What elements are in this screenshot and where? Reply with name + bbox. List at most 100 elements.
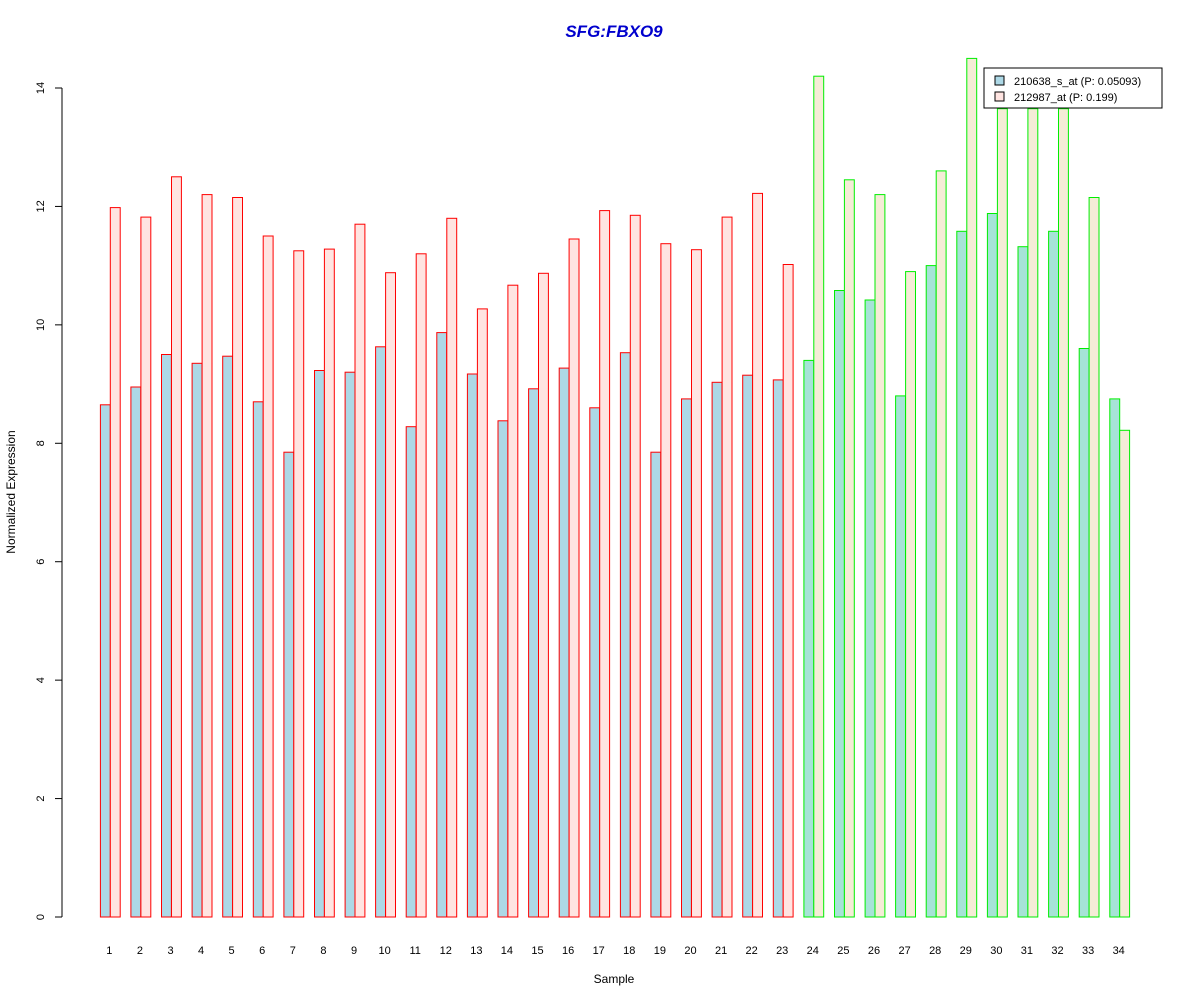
x-tick-label: 6 [259,945,265,957]
y-tick-label: 4 [35,677,47,683]
x-tick-label: 33 [1082,945,1094,957]
legend-swatch-series-1 [994,75,1005,86]
bars-layer [99,57,1131,918]
legend-swatch-series-2 [994,91,1005,102]
x-tick-label: 15 [531,945,543,957]
bar-series-1-sample-9 [344,371,356,918]
x-tick-label: 29 [960,945,972,957]
bar-series-1-sample-22 [742,374,754,918]
bar-series-1-sample-31 [1017,246,1029,918]
y-tick-label: 6 [35,559,47,565]
bar-series-1-sample-11 [405,426,417,918]
x-tick-label: 7 [290,945,296,957]
bar-series-2-sample-13 [476,308,488,918]
bar-series-1-sample-30 [986,213,998,918]
bar-series-1-sample-23 [772,379,784,918]
bar-series-2-sample-32 [1058,108,1069,918]
legend-frame [983,67,1163,109]
bar-series-2-sample-9 [354,223,366,918]
x-tick-label: 9 [351,945,357,957]
y-tick-label: 0 [35,914,47,920]
bar-series-2-sample-20 [691,249,702,918]
bar-series-1-sample-2 [130,386,142,918]
bar-series-2-sample-16 [568,238,580,918]
x-tick-label: 28 [929,945,941,957]
x-axis-label: Sample [594,972,635,986]
bar-series-1-sample-27 [895,395,906,918]
x-tick-label: 34 [1113,945,1125,957]
y-axis: 0 2 4 6 8 10 12 14 [35,82,63,920]
bar-series-2-sample-14 [507,284,519,918]
x-tick-label: 27 [898,945,910,957]
bar-series-1-sample-29 [956,230,968,918]
bar-series-1-sample-6 [252,401,264,918]
bar-series-2-sample-6 [262,235,274,918]
bar-series-2-sample-26 [874,194,886,918]
bar-series-2-sample-21 [721,216,733,918]
bar-series-1-sample-5 [222,355,234,918]
bar-series-2-sample-25 [843,179,855,918]
bar-series-2-sample-18 [629,214,641,918]
legend: 210638_s_at (P: 0.05093) 212987_at (P: 0… [983,67,1163,109]
x-tick-label: 26 [868,945,880,957]
bar-series-2-sample-29 [966,57,978,918]
x-tick-label: 5 [229,945,235,957]
bar-series-2-sample-27 [905,271,916,918]
y-tick-label: 14 [35,82,47,94]
bar-series-1-sample-33 [1078,348,1090,918]
legend-label-series-1: 210638_s_at (P: 0.05093) [1014,76,1141,88]
bar-series-2-sample-34 [1119,429,1131,918]
bar-series-2-sample-3 [171,176,182,918]
bar-series-2-sample-23 [782,264,794,918]
x-tick-label: 32 [1051,945,1063,957]
bar-series-2-sample-30 [996,108,1008,918]
bar-series-1-sample-21 [711,381,723,918]
x-tick-label: 19 [654,945,666,957]
bar-series-1-sample-24 [803,359,815,918]
bar-series-1-sample-19 [650,451,662,918]
x-axis-tick-labels: 1 2 3 4 5 6 7 8 9 10 11 12 13 14 15 16 17 18 19 20 21 22 23 24 2… [106,945,1125,957]
bar-series-2-sample-19 [660,243,672,918]
chart-title: SFG:FBXO9 [565,22,663,41]
bar-series-2-sample-22 [752,192,763,918]
bar-series-1-sample-12 [436,332,448,918]
bar-series-1-sample-20 [681,398,692,918]
bar-series-2-sample-8 [323,248,335,918]
x-tick-label: 20 [684,945,696,957]
bar-series-1-sample-10 [375,346,387,918]
x-tick-label: 4 [198,945,204,957]
bar-series-1-sample-16 [558,367,570,918]
x-tick-label: 16 [562,945,574,957]
x-tick-label: 18 [623,945,635,957]
bar-series-2-sample-10 [385,272,397,918]
x-tick-label: 11 [409,945,420,957]
bar-series-2-sample-24 [813,75,825,918]
x-tick-label: 12 [440,945,452,957]
bar-series-1-sample-17 [589,407,601,918]
y-tick-label: 8 [35,440,47,446]
bar-series-1-sample-1 [99,404,111,918]
x-tick-label: 1 [106,945,112,957]
x-tick-label: 31 [1021,945,1033,957]
bar-series-2-sample-4 [201,194,213,918]
bar-series-1-sample-8 [314,370,325,918]
bar-series-2-sample-1 [109,207,121,918]
bar-series-1-sample-28 [925,265,937,918]
x-tick-label: 23 [776,945,788,957]
bar-series-2-sample-7 [293,250,305,918]
x-tick-label: 17 [593,945,605,957]
y-axis-label: Normalized Expression [4,430,18,553]
y-tick-label: 10 [35,319,47,331]
bar-series-1-sample-25 [834,290,845,918]
bar-series-2-sample-11 [415,253,427,918]
bar-series-1-sample-18 [619,352,631,918]
x-tick-label: 24 [807,945,819,957]
x-tick-label: 10 [378,945,390,957]
y-tick-label: 2 [35,796,47,802]
y-tick-label: 12 [35,200,47,212]
x-tick-label: 2 [137,945,143,957]
bar-series-2-sample-17 [599,210,611,918]
x-tick-label: 14 [501,945,513,957]
bar-series-2-sample-5 [232,197,244,918]
